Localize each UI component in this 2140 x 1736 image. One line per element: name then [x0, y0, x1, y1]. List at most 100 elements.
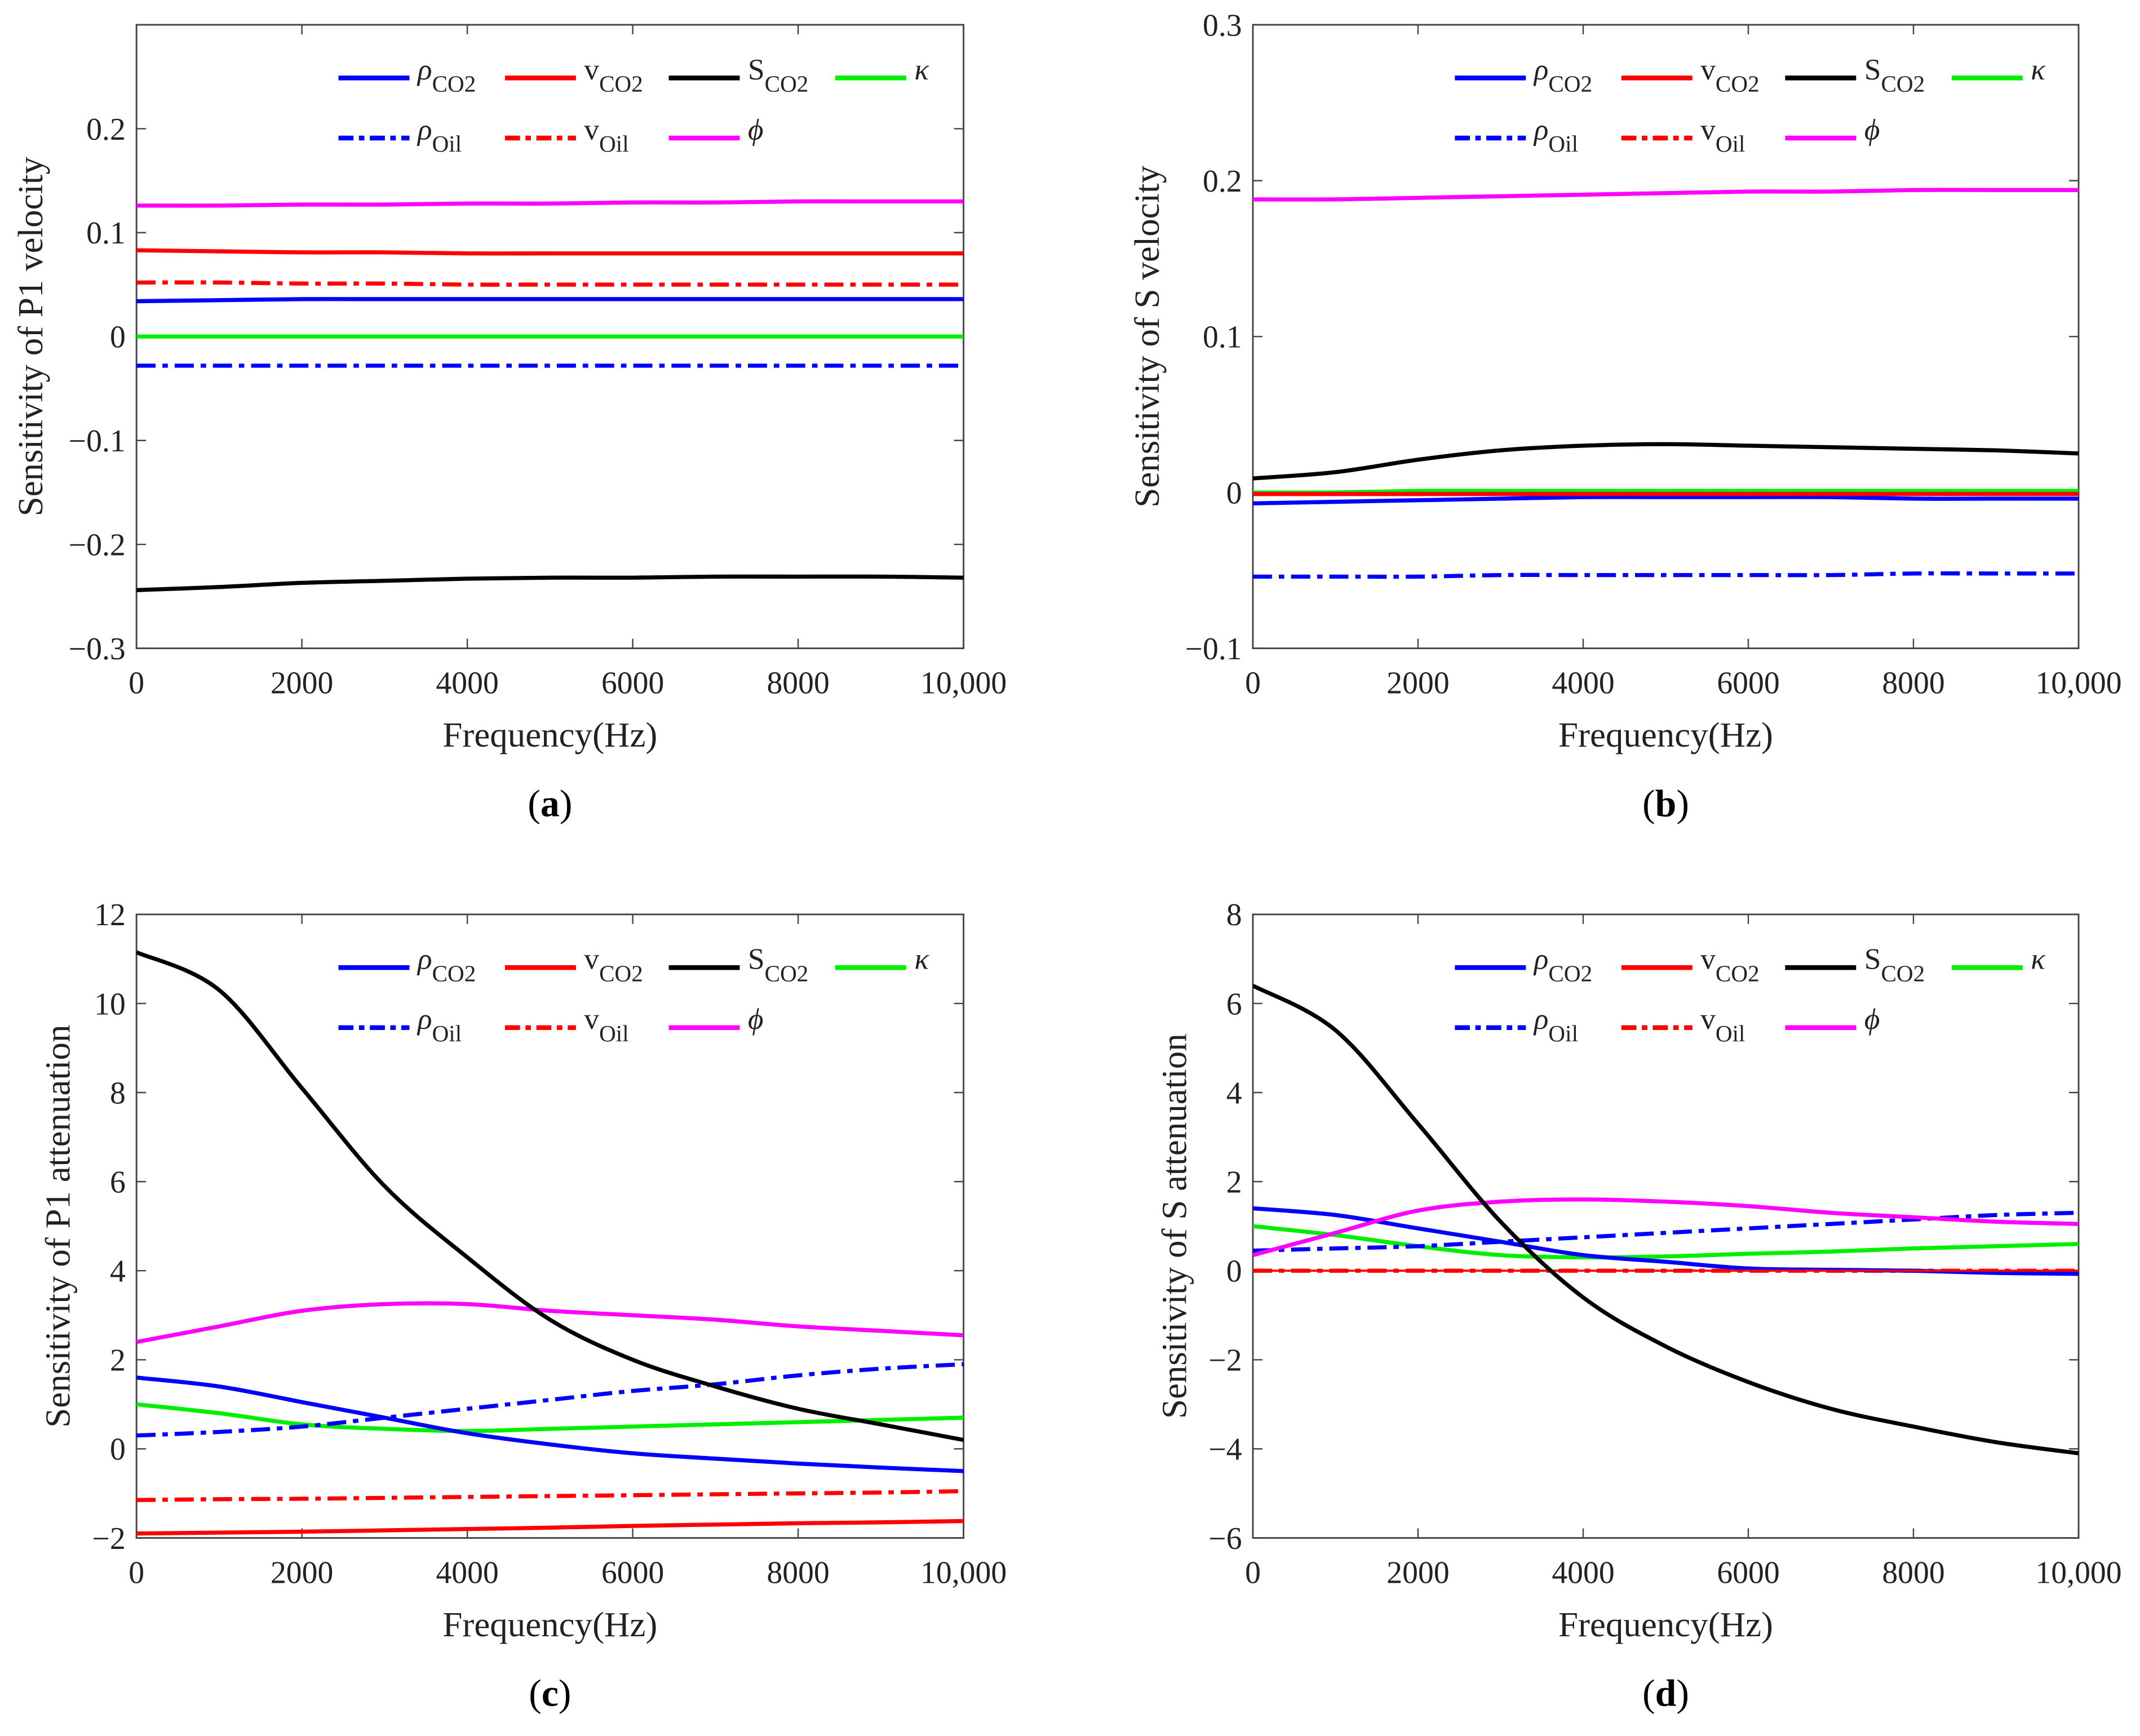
chart-panel-b: 0 2000 4000 6000 8000 10,000−0.100.10.20.3Fre… — [1127, 8, 2122, 824]
legend-symbol: ϕ — [748, 113, 764, 146]
y-tick-label: 10 — [94, 987, 126, 1022]
legend-symbol: ρ — [417, 1002, 432, 1036]
y-tick-label: 0 — [1226, 1254, 1242, 1289]
legend-subscript: Oil — [1716, 131, 1745, 157]
legend-item-phi: ϕ — [1785, 1002, 1880, 1036]
x-tick-label: 0 — [129, 666, 144, 701]
legend-item-rho-co2: ρCO2 — [338, 943, 476, 986]
y-axis-label: Sensitivity of P1 attenuation — [38, 1025, 77, 1428]
chart-panel-a: 0 2000 4000 6000 8000 10,000 −0.3 −0.2 −0.1 0 0.1 0… — [11, 24, 1007, 824]
plot-area-frame — [1252, 24, 2080, 650]
legend-label: vCO2 — [1700, 53, 1759, 97]
y-tick-label: −0.1 — [69, 424, 126, 459]
x-tick-label: 2000 — [271, 666, 333, 701]
legend-subscript: Oil — [599, 131, 629, 157]
plot-area-frame — [1252, 913, 2080, 1539]
legend-label: ρCO2 — [1533, 53, 1592, 97]
legend-label: ρOil — [417, 113, 462, 157]
x-tick-label: 0 — [1245, 666, 1261, 701]
legend-subscript: CO2 — [1881, 71, 1925, 97]
legend-symbol: ρ — [417, 943, 432, 976]
legend-subscript: CO2 — [432, 960, 476, 986]
series-line-rho-co2 — [136, 297, 964, 304]
legend-item-s-co2: SCO2 — [668, 53, 808, 97]
legend-label: SCO2 — [1864, 943, 1925, 987]
x-tick-label: 6000 — [601, 1555, 664, 1590]
panel-label-letter: a — [540, 782, 560, 824]
x-axis-label: Frequency(Hz) — [442, 715, 657, 754]
series-line-v-oil — [136, 1489, 964, 1502]
legend-label: κ — [2031, 53, 2046, 86]
panel-label-close: ) — [1676, 1672, 1689, 1714]
panel-label-letter: d — [1655, 1672, 1677, 1714]
y-tick-label: 0.1 — [1203, 320, 1242, 355]
panel-label: (b) — [1642, 782, 1689, 824]
legend-item-kappa: κ — [1951, 943, 2046, 976]
x-tick-label: 10,000 — [2035, 1555, 2121, 1590]
x-tick-label: 6000 — [601, 666, 664, 701]
legend-subscript: CO2 — [432, 71, 476, 97]
panel-label-letter: b — [1655, 782, 1677, 824]
legend-item-phi: ϕ — [668, 1002, 764, 1036]
panel-label: (c) — [529, 1672, 571, 1714]
legend-label: ρOil — [417, 1002, 462, 1046]
x-tick-label: 0 — [1245, 1555, 1261, 1590]
x-axis-label: Frequency(Hz) — [442, 1605, 657, 1644]
y-tick-label: −0.1 — [1185, 632, 1242, 667]
legend-symbol: v — [1700, 943, 1716, 976]
legend-symbol: ϕ — [1864, 113, 1880, 146]
legend-symbol: S — [748, 53, 765, 86]
series-line-phi — [136, 199, 964, 208]
legend-label: ϕ — [748, 1002, 764, 1036]
legend-item-v-co2: vCO2 — [504, 53, 643, 97]
panel-label-close: ) — [559, 1672, 571, 1714]
series-line-rho-co2 — [136, 1375, 964, 1473]
panel-label-close: ) — [1676, 782, 1689, 824]
legend-label: ϕ — [1864, 1002, 1880, 1036]
y-tick-label: 6 — [110, 1165, 126, 1200]
legend-item-v-co2: vCO2 — [1621, 943, 1760, 986]
legend-item-kappa: κ — [835, 53, 929, 86]
legend-label: vOil — [1700, 113, 1745, 157]
chart-panel-c: 0 2000 4000 6000 8000 10,000−2024681012Freque… — [38, 898, 1007, 1714]
panel-label: (a) — [528, 782, 572, 824]
series-line-s-co2 — [136, 574, 964, 592]
legend-item-rho-oil: ρOil — [338, 113, 462, 157]
legend-item-v-co2: vCO2 — [1621, 53, 1760, 97]
x-tick-label: 8000 — [1882, 1555, 1944, 1590]
y-tick-label: 12 — [94, 898, 126, 933]
y-tick-label: 4 — [1226, 1076, 1242, 1111]
legend-symbol: κ — [914, 943, 929, 976]
legend-item-rho-co2: ρCO2 — [1455, 943, 1592, 986]
y-tick-label: 0.2 — [86, 112, 126, 147]
legend-label: vOil — [584, 1002, 628, 1046]
legend-item-v-co2: vCO2 — [504, 943, 643, 986]
legend-symbol: κ — [2031, 943, 2046, 976]
series-line-kappa — [136, 1402, 964, 1433]
y-tick-label: −0.3 — [69, 632, 126, 667]
legend-symbol: v — [1700, 53, 1716, 86]
legend-item-v-oil: vOil — [1621, 113, 1745, 157]
y-tick-label: 6 — [1226, 987, 1242, 1022]
series-line-rho-co2 — [1252, 495, 2079, 505]
series-line-phi — [1252, 188, 2079, 202]
x-tick-label: 4000 — [1552, 1555, 1614, 1590]
legend-symbol: v — [1700, 1002, 1716, 1036]
legend-subscript: CO2 — [599, 71, 643, 97]
y-tick-label: 4 — [110, 1254, 126, 1289]
legend-label: ρCO2 — [417, 53, 476, 97]
legend-label: κ — [914, 943, 929, 976]
legend-symbol: ρ — [1533, 53, 1549, 86]
legend-item-rho-oil: ρOil — [1455, 113, 1578, 157]
y-tick-label: −4 — [1208, 1432, 1242, 1467]
legend-item-rho-co2: ρCO2 — [338, 53, 476, 97]
legend-item-s-co2: SCO2 — [1785, 53, 1925, 97]
legend-label: κ — [2031, 943, 2046, 976]
legend-item-rho-co2: ρCO2 — [1455, 53, 1592, 97]
chart-panel-d: 0 2000 4000 6000 8000 10,000 −6 −4 −2 0 2 4 6 8 Freque… — [1154, 898, 2121, 1714]
legend-symbol: S — [748, 943, 765, 976]
legend-item-v-oil: vOil — [504, 113, 629, 157]
legend-symbol: ρ — [417, 113, 432, 146]
